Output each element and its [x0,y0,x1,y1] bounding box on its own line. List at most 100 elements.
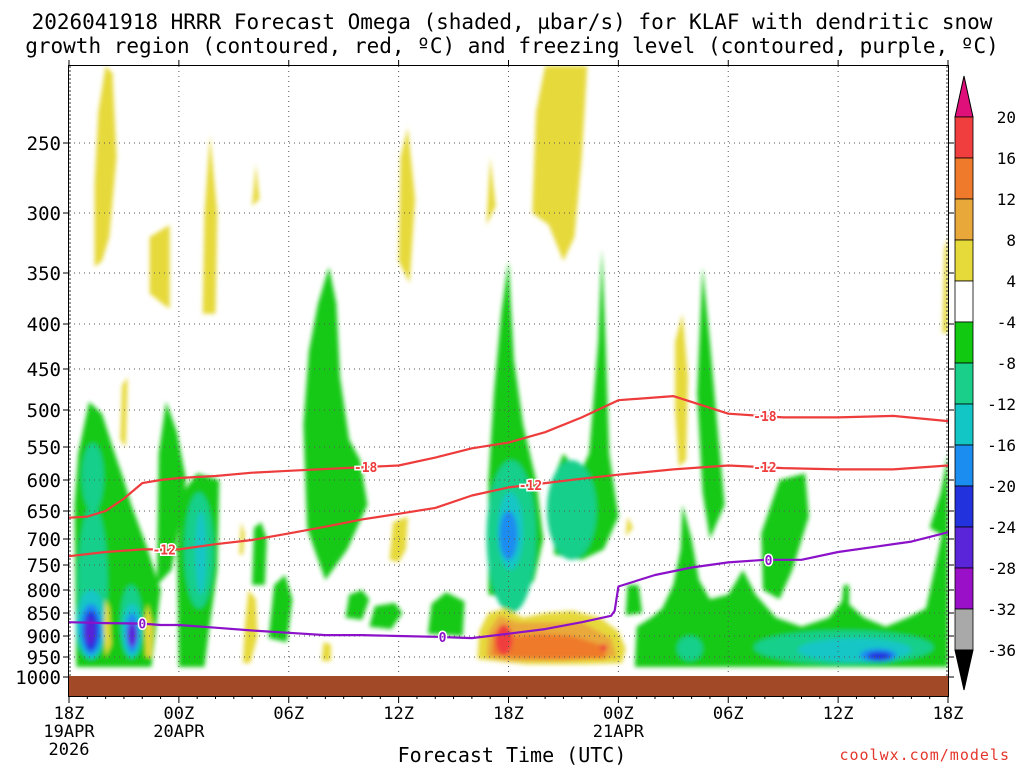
chart-title-line-2: growth region (contoured, red, ºC) and f… [25,34,999,58]
gridlines [69,66,948,696]
colorbar-label: -36 [987,641,1016,660]
downward-region [369,602,403,630]
ground-surface [69,676,948,696]
colorbar-bin [954,485,974,528]
colorbar-bin [954,198,974,241]
colorbar-label: 16 [997,149,1016,168]
contour-dgz [69,395,948,519]
colorbar-label: 8 [1006,231,1016,250]
colorbar: 20 16 12 8 4 -4 -8 -12 -16 -20 -24 -28 -32 -36 [954,75,1016,691]
upward-region [389,516,408,563]
contour-label: -12 [152,543,175,558]
y-tick-label: 400 [27,314,61,336]
contour-label: 0 [138,618,146,633]
colorbar-label: -4 [997,313,1016,332]
contour-label: -18 [753,410,777,425]
y-tick-label: 750 [27,555,61,577]
y-tick-label: 900 [27,626,61,648]
y-tick-label: 250 [27,133,61,155]
downward-region [634,504,948,667]
credit-link[interactable]: coolwx.com/models [839,746,1010,764]
upward-region [486,157,496,225]
x-tick-label: 06Z [713,704,744,724]
colorbar-bin [954,567,974,610]
x-tick-year: 2026 [49,740,90,760]
contour-label: 0 [439,631,447,646]
contour-label: -18 [354,461,378,476]
upward-region [492,624,606,659]
colorbar-bin [954,362,974,405]
colorbar-bin [954,280,974,323]
upward-region [398,127,416,284]
y-tick-label: 300 [27,203,61,225]
x-tick-label: 00Z [603,704,634,724]
x-tick-date: 21APR [593,722,645,742]
y-tick-label: 350 [27,263,61,285]
upward-region [321,642,331,661]
colorbar-bin [954,157,974,200]
contour-label: 0 [765,554,773,569]
colorbar-label: 4 [1006,272,1016,291]
colorbar-over [954,75,974,118]
core-region [195,511,207,595]
downward-region [303,267,368,580]
x-tick-label: 18Z [933,704,964,724]
colorbar-bin [954,239,974,282]
y-tick-label: 550 [27,437,61,459]
core-region [127,622,137,647]
colorbar-bin [954,321,974,364]
upward-region [102,66,113,143]
contour-freezing-level [69,531,948,640]
downward-region [625,585,643,616]
chart-title-line-1: 2026041918 HRRR Forecast Omega (shaded, … [31,10,993,34]
downward-region [252,522,267,585]
shading-layer [74,66,948,667]
colorbar-label: -24 [987,518,1016,537]
upward-region [239,522,245,555]
downward-region [929,453,948,539]
upward-region [243,590,258,663]
x-tick-date: 19APR [43,722,95,742]
contour-label: -12 [519,479,542,494]
upward-core [600,644,608,651]
upward-region [120,377,128,447]
downward-region [268,575,293,643]
colorbar-bin [954,608,974,651]
contour-labels: -18 -18 -12 -12 -12 0 0 0 [137,409,778,648]
x-tick-label: 12Z [823,704,854,724]
downward-region [345,590,370,620]
downward-region [427,592,465,636]
colorbar-label: -8 [997,354,1016,373]
x-tick-label: 06Z [273,704,304,724]
core-region [499,511,518,560]
colorbar-label: -16 [987,436,1016,455]
y-tick-label: 950 [27,647,61,669]
upward-region [252,164,260,206]
y-tick-label: 650 [27,501,61,523]
colorbar-bin [954,403,974,446]
contour-label: -12 [753,461,776,476]
core-region [676,636,703,661]
colorbar-label: -20 [987,477,1016,496]
upward-region [532,66,588,261]
x-axis-title: Forecast Time (UTC) [397,743,627,767]
contour-dgz [69,464,948,558]
core-region [546,460,597,560]
y-axis: 2503003504004505005506006507007508008509… [15,133,954,689]
colorbar-bin [954,444,974,487]
upward-region [675,313,688,467]
downward-region [761,473,809,600]
upward-region [942,237,948,333]
upward-region [103,599,112,657]
upward-region [625,516,633,537]
y-tick-label: 800 [27,580,61,602]
upward-region [202,135,218,314]
colorbar-bin [954,116,974,159]
colorbar-bin [954,526,974,569]
omega-shading [74,66,948,667]
upward-core [495,624,513,655]
downward-region [841,585,850,604]
x-tick-date: 20APR [153,722,205,742]
